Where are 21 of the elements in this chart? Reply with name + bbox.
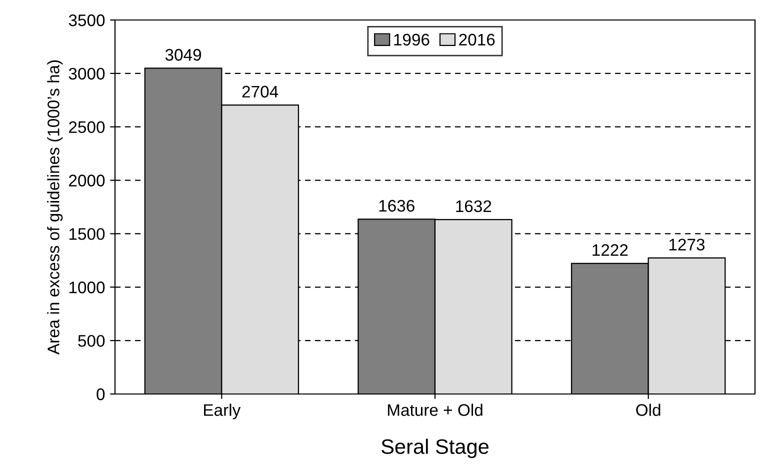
data-label: 1632 <box>456 200 492 212</box>
data-label: 1273 <box>669 238 705 251</box>
y-tick-label: 500 <box>78 334 105 347</box>
y-axis-title: Area in excess of guidelines (1000’s ha) <box>47 60 63 355</box>
data-label: 3049 <box>165 48 202 61</box>
y-tick-label: 1500 <box>69 228 105 240</box>
data-label: 1222 <box>592 244 628 256</box>
y-tick-label: 1000 <box>69 282 105 294</box>
legend-label: 2016 <box>459 34 495 46</box>
x-tick-label: Old <box>636 404 660 416</box>
data-label: 2704 <box>242 86 278 98</box>
x-axis-title: Seral Stage <box>382 438 489 458</box>
x-tick-label: Early <box>204 404 241 420</box>
data-label: 1636 <box>379 200 414 212</box>
y-tick-label: 2000 <box>69 174 105 186</box>
y-tick-label: 2500 <box>69 121 105 134</box>
legend-label: 1996 <box>394 34 430 46</box>
y-tick-label: 0 <box>96 388 105 400</box>
y-tick-label: 3500 <box>68 14 105 26</box>
x-tick-label: Mature + Old <box>388 404 482 416</box>
y-tick-label: 3000 <box>68 68 105 80</box>
